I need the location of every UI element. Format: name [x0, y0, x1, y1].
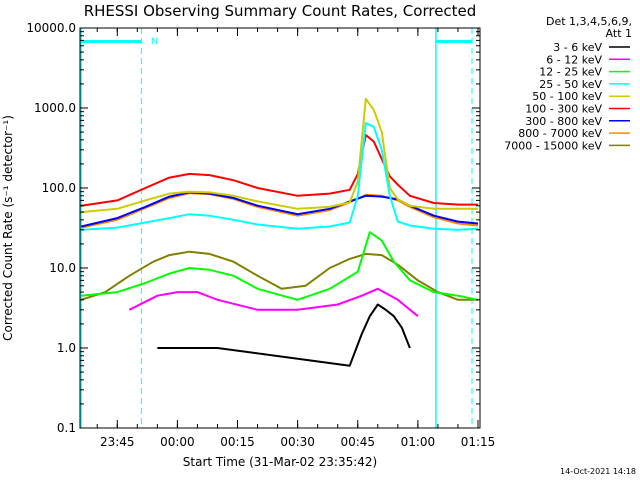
flag-bar: [435, 40, 472, 43]
legend-label-12-25-kev: 12 - 25 keV: [539, 66, 602, 79]
y-tick-label: 1000.0: [34, 101, 76, 115]
y-axis: 0.1 1.0 10.0 100.0 1000.0 10000.0: [26, 21, 480, 435]
series-line-300-800-kev: [80, 191, 479, 228]
series-line-3-6-kev: [157, 303, 411, 367]
x-axis: 23:45 00:00 00:15 00:30 00:45 01:00 01:15: [96, 28, 496, 449]
y-axis-label: Corrected Count Rate (s⁻¹ detector⁻¹): [1, 115, 15, 341]
x-tick-label: 00:45: [340, 435, 375, 449]
series-layer: [80, 97, 479, 367]
chart-title: RHESSI Observing Summary Count Rates, Co…: [84, 2, 477, 20]
x-tick-label: 00:00: [160, 435, 195, 449]
x-tick-label: 00:15: [220, 435, 255, 449]
legend-label-800-7000-kev: 800 - 7000 keV: [518, 127, 602, 140]
x-axis-label: Start Time (31-Mar-02 23:35:42): [183, 455, 377, 469]
legend-label-7000-15000-kev: 7000 - 15000 keV: [504, 139, 602, 152]
plot-frame: [79, 27, 481, 429]
series-line-6-12-kev: [128, 287, 419, 317]
legend-label-25-50-kev: 25 - 50 keV: [539, 78, 602, 91]
y-tick-label: 10.0: [49, 261, 76, 275]
legend-label-300-800-kev: 300 - 800 keV: [525, 115, 602, 128]
legend-label-100-300-kev: 100 - 300 keV: [525, 103, 602, 116]
legend-header-2: Att 1: [606, 27, 632, 40]
x-tick-label: 23:45: [100, 435, 135, 449]
legend-header-1: Det 1,3,4,5,6,9,: [546, 15, 632, 28]
legend-label-3-6-kev: 3 - 6 keV: [553, 41, 602, 54]
timestamp: 14-Oct-2021 14:18: [560, 467, 636, 476]
legend-label-6-12-kev: 6 - 12 keV: [546, 53, 602, 66]
y-tick-label: 1.0: [57, 341, 76, 355]
series-line-12-25-kev: [81, 231, 479, 301]
series-line-25-50-kev: [81, 122, 479, 231]
y-tick-label: 100.0: [42, 181, 76, 195]
flag-bar: [80, 40, 142, 43]
y-tick-label: 10000.0: [26, 21, 76, 35]
x-tick-label: 00:30: [280, 435, 315, 449]
x-tick-label: 01:15: [461, 435, 496, 449]
marker-layer: N: [80, 28, 473, 428]
x-tick-label: 01:00: [401, 435, 436, 449]
series-line-800-7000-kev: [80, 192, 479, 229]
series-line-7000-15000-kev: [80, 250, 478, 301]
legend-label-50-100-kev: 50 - 100 keV: [532, 90, 602, 103]
y-tick-label: 0.1: [57, 421, 76, 435]
flag-label: N: [151, 37, 158, 47]
series-line-100-300-kev: [81, 134, 478, 207]
series-line-50-100-kev: [81, 97, 478, 214]
